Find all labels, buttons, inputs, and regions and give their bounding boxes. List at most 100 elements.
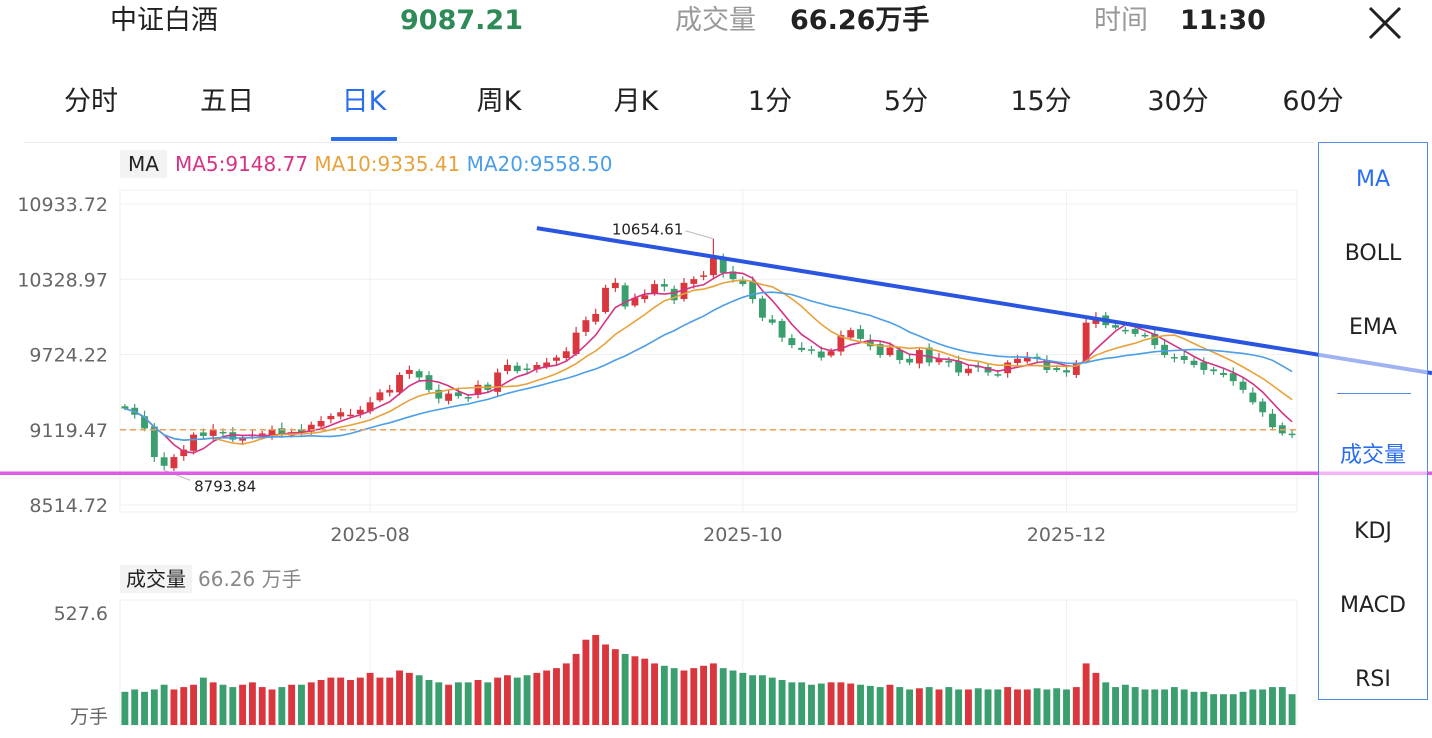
volume-bar [298,684,305,725]
volume-unit-label: 万手 [70,706,108,728]
ma10-legend: MA10:9335.41 [314,152,461,176]
candle-body [464,397,472,399]
candle-body [141,416,148,429]
min-price-label: 8793.84 [194,477,256,495]
indicator-ma[interactable]: MA [1355,167,1391,192]
candle-body [788,338,796,346]
volume-bar [1033,688,1041,725]
candle-body [298,429,305,433]
volume-bar [199,677,207,725]
candle-body [680,282,688,300]
ma-legend-tag[interactable]: MA [120,150,167,178]
tab-30min[interactable]: 30分 [1147,86,1209,117]
volume-bar [788,682,796,725]
volume-bar [366,672,374,725]
candle-body [808,349,815,351]
candle-body [690,279,698,284]
candle-body [1014,358,1021,363]
volume-bar [1180,689,1188,725]
tab-1min[interactable]: 1分 [747,86,793,117]
candle-body [1269,413,1276,428]
volume-bar [258,687,266,725]
candle-body [150,426,158,458]
volume-bar [1102,682,1110,725]
active-tab-underline [331,137,397,141]
tab-15min[interactable]: 15分 [1010,86,1072,117]
indicator-kdj[interactable]: KDJ [1354,519,1392,544]
volume-bar [827,682,835,725]
ma5-line [124,271,1293,454]
candle-body [1112,325,1119,328]
volume-bar [611,649,619,725]
candle-body [1053,367,1061,370]
volume-bar [837,682,845,725]
volume-legend-tag[interactable]: 成交量 [120,565,192,593]
volume-bar [1220,694,1227,725]
candle-body [307,424,315,432]
price-tick-label: 10328.97 [17,269,108,291]
candle-body [700,275,708,277]
candle-body [896,349,904,361]
candle-body [396,374,403,393]
tab-month-k[interactable]: 月K [613,86,659,117]
tab-day-k[interactable]: 日K [341,86,387,117]
volume-bar [847,683,855,725]
candle-body [347,414,354,417]
volume-bar [1023,689,1031,725]
indicator-ema[interactable]: EMA [1349,315,1397,340]
indicator-rsi[interactable]: RSI [1355,667,1391,692]
tab-five-day[interactable]: 五日 [200,86,254,117]
volume-bar [553,668,560,725]
tab-5min[interactable]: 5分 [883,86,929,117]
volume-bar [749,675,757,725]
volume-bar [906,689,914,725]
volume-bar [170,689,178,725]
indicator-boll[interactable]: BOLL [1344,241,1402,266]
candle-body [229,432,237,440]
volume-bar [415,675,423,725]
candle-body [1180,356,1188,361]
candle-body [994,374,1002,376]
max-price-label: 10654.61 [612,221,684,239]
tab-60min[interactable]: 60分 [1282,86,1344,117]
indicator-macd[interactable]: MACD [1340,593,1406,618]
volume-bar [219,684,227,725]
volume-bar [1063,689,1070,725]
volume-bar [180,687,188,725]
volume-bar [278,687,286,725]
volume-bar [1161,689,1169,725]
volume-value: 66.26万手 [790,5,930,36]
candle-body [474,384,482,395]
volume-bar [945,687,953,725]
chart-grid [119,189,1298,726]
candle-body [356,409,364,415]
candle-body [709,255,717,276]
volume-bar [307,682,315,725]
volume-bar [425,679,433,725]
volume-bar [866,685,874,725]
volume-bar [160,684,168,725]
tab-week-k[interactable]: 周K [476,86,522,117]
candle-body [945,360,953,363]
volume-bar [464,682,472,725]
indicator-volume[interactable]: 成交量 [1339,443,1406,468]
volume-bar [582,639,590,725]
candle-body [268,429,276,436]
price-plot-frame [119,189,1298,513]
candle-body [1190,360,1198,365]
volume-bar [974,688,982,725]
tab-fenshi[interactable]: 分时 [64,86,118,117]
volume-bar [660,665,668,725]
volume-bar [1200,691,1208,725]
volume-bar [1249,689,1257,725]
volume-bar [1082,663,1090,725]
candle-body [160,457,168,466]
candle-body [955,360,963,373]
candle-body [1063,370,1070,373]
volume-bar [729,670,737,725]
candle-body [543,362,551,367]
volume-bar [1229,694,1237,725]
candle-body [562,351,570,359]
close-icon[interactable] [1366,4,1404,42]
